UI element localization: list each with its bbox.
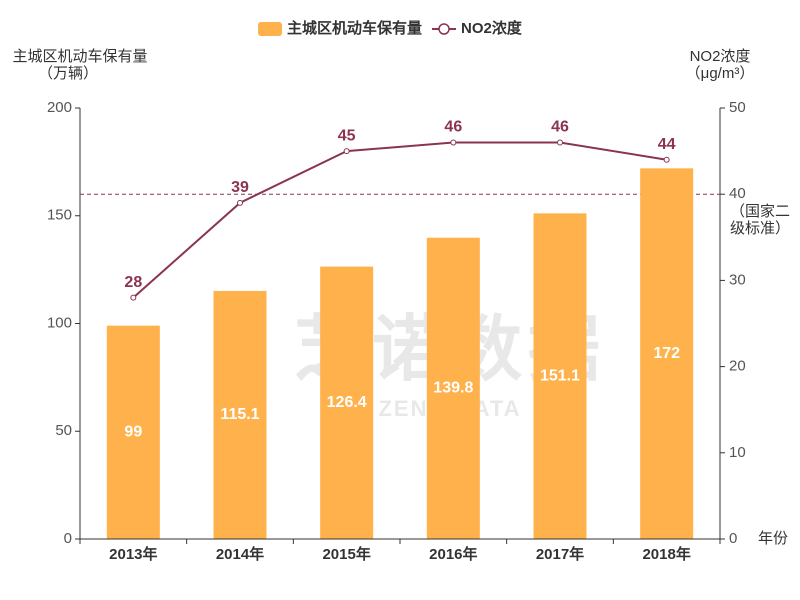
- legend-swatch: [438, 23, 450, 35]
- bar-value-label: 115.1: [220, 406, 259, 423]
- legend-label: NO2浓度: [461, 19, 523, 37]
- line-value-label: 46: [444, 119, 462, 136]
- y2-axis-label: （μg/m³）: [686, 65, 755, 82]
- line-value-label: 39: [231, 179, 249, 196]
- line-point: [237, 199, 243, 206]
- line-value-label: 44: [658, 136, 676, 153]
- y-tick-label: 50: [55, 422, 72, 439]
- line-point: [663, 156, 670, 163]
- y2-axis-label: NO2浓度: [690, 48, 751, 65]
- bar-value-label: 99: [124, 424, 142, 441]
- bar: [426, 237, 480, 539]
- x-axis-label: 年份: [758, 530, 788, 547]
- line: [132, 141, 667, 299]
- x-tick-label: 2018年: [642, 545, 690, 563]
- x-tick-label: 2013年: [109, 545, 157, 563]
- x-tick-label: 2016年: [429, 545, 477, 563]
- line-value-label: 28: [124, 274, 142, 291]
- x-tick-label: 2015年: [322, 545, 370, 563]
- bar-value-label: 126.4: [327, 394, 367, 411]
- y2-tick-label: 40: [729, 185, 746, 202]
- reference-label: （国家二: [730, 203, 790, 220]
- bar-value-label: 151.1: [540, 367, 580, 384]
- y2-tick-label: 30: [729, 271, 746, 288]
- bar: [213, 290, 267, 539]
- y2-tick-label: 50: [729, 99, 746, 116]
- line-point: [557, 139, 563, 146]
- y-tick-label: 150: [47, 207, 72, 224]
- x-tick-label: 2014年: [216, 545, 264, 563]
- x-tick-label: 2017年: [536, 545, 584, 563]
- y-tick-label: 0: [64, 530, 72, 547]
- line-value-label: 45: [338, 127, 356, 144]
- y2-tick-label: 0: [729, 530, 737, 547]
- y-axis-label: （万辆）: [38, 65, 98, 82]
- bar-value-label: 139.8: [433, 380, 473, 397]
- bar: [533, 213, 587, 539]
- y2-tick-label: 20: [729, 358, 746, 375]
- y-axis-label: 主城区机动车保有量: [12, 48, 147, 65]
- bar: [640, 168, 694, 539]
- line-value-label: 46: [551, 119, 569, 136]
- line-point: [130, 294, 137, 301]
- line-point: [450, 139, 457, 146]
- line-point: [343, 148, 350, 155]
- bar: [106, 325, 160, 539]
- bar: [320, 266, 374, 539]
- legend-swatch: [258, 22, 282, 36]
- reference-label: 级标准）: [730, 220, 790, 237]
- y-tick-label: 200: [47, 99, 72, 116]
- legend-label: 主城区机动车保有量: [287, 19, 422, 37]
- y-tick-label: 100: [47, 314, 72, 331]
- y2-tick-label: 10: [729, 444, 746, 461]
- bar-value-label: 172: [653, 345, 680, 362]
